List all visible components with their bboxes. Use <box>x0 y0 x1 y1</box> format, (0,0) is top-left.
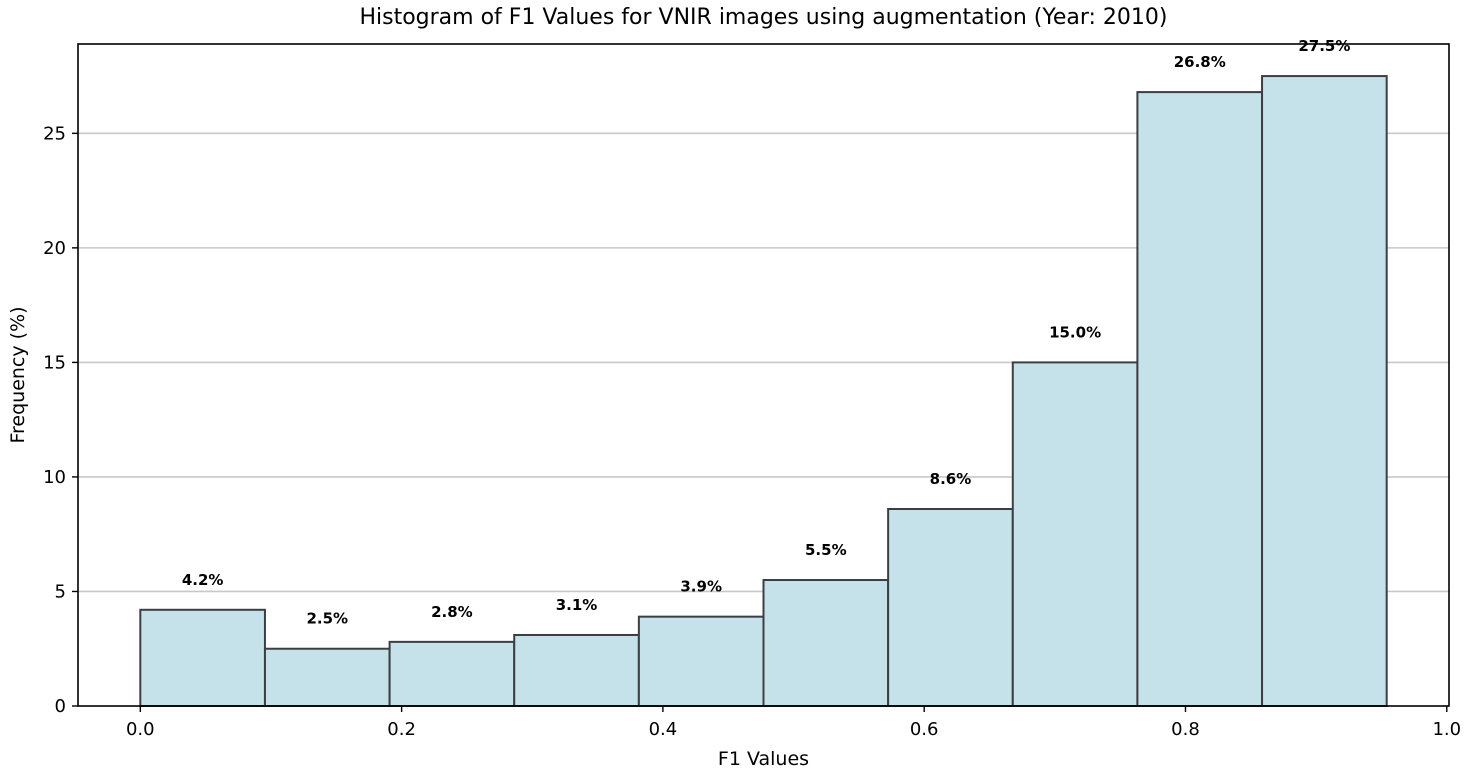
histogram-bar <box>513 633 640 708</box>
x-tick-label: 0.4 <box>649 719 678 740</box>
y-tick-label: 0 <box>55 696 66 717</box>
histogram-bar <box>637 615 765 708</box>
x-tick-label: 0.6 <box>910 719 939 740</box>
bar-value-label: 2.8% <box>431 603 473 621</box>
x-tick-label: 1.0 <box>1432 719 1461 740</box>
bar-value-label: 8.6% <box>930 470 972 488</box>
y-axis-label: Frequency (%) <box>7 306 29 443</box>
y-tick-label: 20 <box>43 238 66 259</box>
histogram-bar <box>263 647 391 708</box>
bar-value-label: 4.2% <box>182 571 224 589</box>
histogram-bar <box>1011 361 1139 707</box>
bar-value-label: 15.0% <box>1049 323 1101 341</box>
y-tick-label: 15 <box>43 352 66 373</box>
bar-value-label: 3.1% <box>556 596 598 614</box>
bar-value-label: 26.8% <box>1174 53 1226 71</box>
histogram-bar <box>887 508 1014 707</box>
bar-value-label: 3.9% <box>680 578 722 596</box>
histogram-bar <box>762 579 890 708</box>
x-tick-label: 0.8 <box>1171 719 1200 740</box>
x-axis-label: F1 Values <box>718 748 809 770</box>
data-labels-layer: 4.2% 2.5% 2.8% 3.1% 3.9% 5.5% 8.6% 15.0% 26.8% 27… <box>182 37 1351 628</box>
histogram-bar <box>1136 91 1264 707</box>
bar-value-label: 27.5% <box>1298 37 1350 55</box>
histogram-bar <box>139 608 266 707</box>
x-tick-label: 0.0 <box>126 719 155 740</box>
y-ticks-layer: 0 5 10 15 20 25 <box>43 123 78 717</box>
y-tick-label: 25 <box>43 123 66 144</box>
bar-value-label: 5.5% <box>805 541 847 559</box>
x-tick-label: 0.2 <box>387 719 416 740</box>
histogram-bar <box>1261 75 1388 707</box>
y-tick-label: 10 <box>43 467 66 488</box>
plot-frame <box>77 43 1450 707</box>
chart-title: Histogram of F1 Values for VNIR images u… <box>359 5 1167 30</box>
histogram-bar <box>388 640 516 707</box>
x-ticks-layer: 0.0 0.2 0.4 0.6 0.8 1.0 <box>126 706 1461 740</box>
y-tick-label: 5 <box>55 581 66 602</box>
bars-layer <box>139 75 1388 708</box>
bar-value-label: 2.5% <box>306 610 348 628</box>
